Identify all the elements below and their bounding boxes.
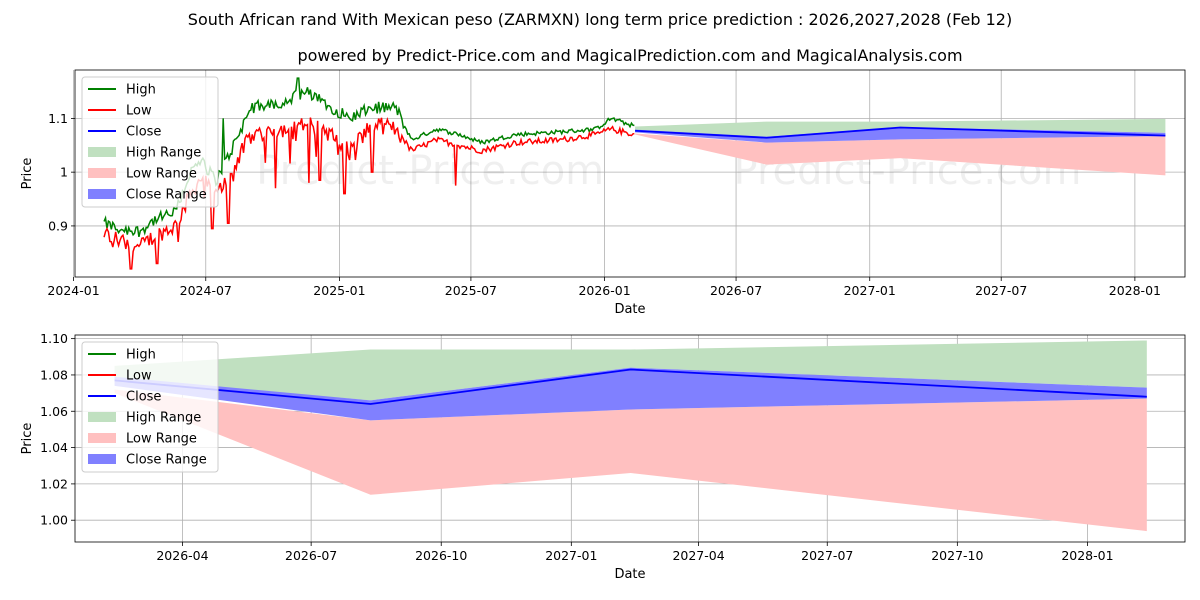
p1-low-range-band xyxy=(635,133,1166,176)
x-tick-label: 2026-07 xyxy=(710,283,762,298)
p2-high-range-band xyxy=(114,340,1147,401)
x-tick-label: 2027-01 xyxy=(844,283,896,298)
x-tick-label: 2027-10 xyxy=(931,548,983,563)
plot-frame xyxy=(74,334,1186,543)
watermark-text: Predict-Price.com xyxy=(256,148,604,194)
legend-swatch-patch xyxy=(88,454,116,464)
x-axis-label: Date xyxy=(614,567,645,582)
y-tick-label: 1.10 xyxy=(40,331,68,346)
p2-close-line xyxy=(114,368,1147,405)
y-tick-label: 1.04 xyxy=(40,440,68,455)
x-tick-label: 2026-10 xyxy=(415,548,467,563)
legend-swatch-patch xyxy=(88,412,116,422)
x-tick-label: 2024-07 xyxy=(180,283,232,298)
legend-swatch-patch xyxy=(88,168,116,178)
x-tick-label: 2027-04 xyxy=(672,548,724,563)
x-tick-label: 2026-07 xyxy=(285,548,337,563)
y-tick-label: 1.06 xyxy=(40,404,68,419)
plot-frame xyxy=(74,69,1186,278)
history-panel: 2024-01 2024-07 2025-01 2025-07 2026-01 2026-… xyxy=(20,69,1186,317)
legend-label: High Range xyxy=(126,146,201,161)
y-axis-label: Price xyxy=(20,423,35,455)
x-tick-label: 2025-01 xyxy=(313,283,365,298)
y-tick-label: 1 xyxy=(60,165,68,180)
y-tick-label: 0.9 xyxy=(48,218,68,233)
chart-subtitle: powered by Predict-Price.com and Magical… xyxy=(297,46,962,65)
y-tick-label: 1.00 xyxy=(40,513,68,528)
x-tick-label: 2027-07 xyxy=(975,283,1027,298)
forecast-zoom-panel: 2026-04 2026-07 2026-10 2027-01 2027-04 2027-… xyxy=(20,331,1186,582)
y-axis-label: Price xyxy=(20,158,35,190)
x-tick-label: 2026-04 xyxy=(156,548,208,563)
y-tick-label: 1.08 xyxy=(40,367,68,382)
legend-label: Low Range xyxy=(126,432,197,447)
p1-close-line xyxy=(635,126,1166,139)
x-axis-label: Date xyxy=(614,302,645,317)
y-tick-label: 1.02 xyxy=(40,476,68,491)
legend-label: Low xyxy=(126,369,152,384)
legend-label: Close Range xyxy=(126,453,207,468)
p1-high-range-band xyxy=(635,118,1166,137)
x-tick-label: 2027-07 xyxy=(801,548,853,563)
x-tick-label: 2026-01 xyxy=(578,283,630,298)
legend-swatch-patch xyxy=(88,147,116,157)
x-tick-label: 2028-01 xyxy=(1109,283,1161,298)
x-tick-label: 2025-07 xyxy=(445,283,497,298)
legend-label: Close xyxy=(126,390,161,405)
legend-label: Close Range xyxy=(126,188,207,203)
x-tick-label: 2024-01 xyxy=(47,283,99,298)
legend-label: High Range xyxy=(126,411,201,426)
legend-label: High xyxy=(126,83,156,98)
x-tick-label: 2028-01 xyxy=(1061,548,1113,563)
legend-swatch-patch xyxy=(88,433,116,443)
legend-label: Low Range xyxy=(126,167,197,182)
y-tick-label: 1.1 xyxy=(48,111,68,126)
p2-close-range-band xyxy=(114,367,1147,421)
legend-swatch-patch xyxy=(88,189,116,199)
p2-low-range-band xyxy=(114,389,1147,532)
legend-label: Close xyxy=(126,125,161,140)
x-tick-label: 2027-01 xyxy=(545,548,597,563)
legend-label: Low xyxy=(126,104,152,119)
legend-label: High xyxy=(126,348,156,363)
chart-title: South African rand With Mexican peso (ZA… xyxy=(188,10,1012,29)
